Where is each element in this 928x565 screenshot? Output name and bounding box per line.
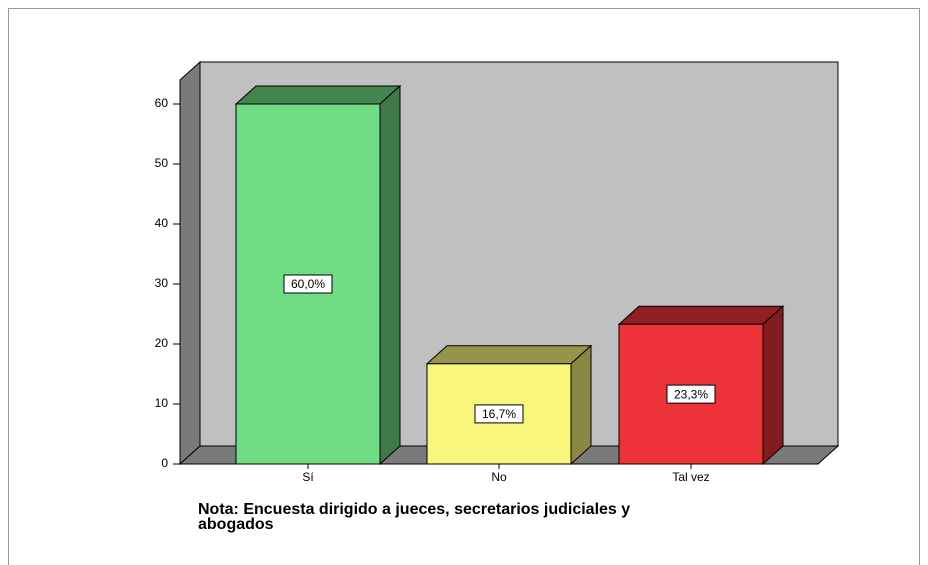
y-tick-label: 30: [155, 276, 169, 290]
bar-side: [379, 84, 401, 466]
bar-side: [570, 344, 592, 466]
value-label-box: [666, 384, 716, 404]
bar-top: [234, 85, 402, 105]
x-tick-label: No: [491, 470, 507, 484]
value-label-box: [474, 404, 524, 424]
x-tick-label: Tal vez: [672, 470, 709, 484]
value-label: 60,0%: [291, 277, 325, 291]
y-tick-label: 20: [155, 336, 169, 350]
y-tick-label: 60: [155, 96, 169, 110]
bar-top: [617, 305, 785, 325]
value-label: 16,7%: [482, 407, 516, 421]
value-label-box: [283, 274, 333, 294]
note: abogados: [198, 516, 274, 533]
left-wall: [179, 60, 201, 466]
x-tick-label: Sí: [302, 470, 314, 484]
y-tick-label: 40: [155, 216, 169, 230]
value-label: 23,3%: [674, 387, 708, 401]
y-tick-label: 50: [155, 156, 169, 170]
note: Nota: Encuesta dirigido a jueces, secret…: [198, 501, 630, 518]
bar-side: [762, 305, 784, 466]
y-tick-label: 10: [155, 396, 169, 410]
bar-top: [425, 345, 593, 365]
y-tick-label: 0: [161, 456, 168, 470]
